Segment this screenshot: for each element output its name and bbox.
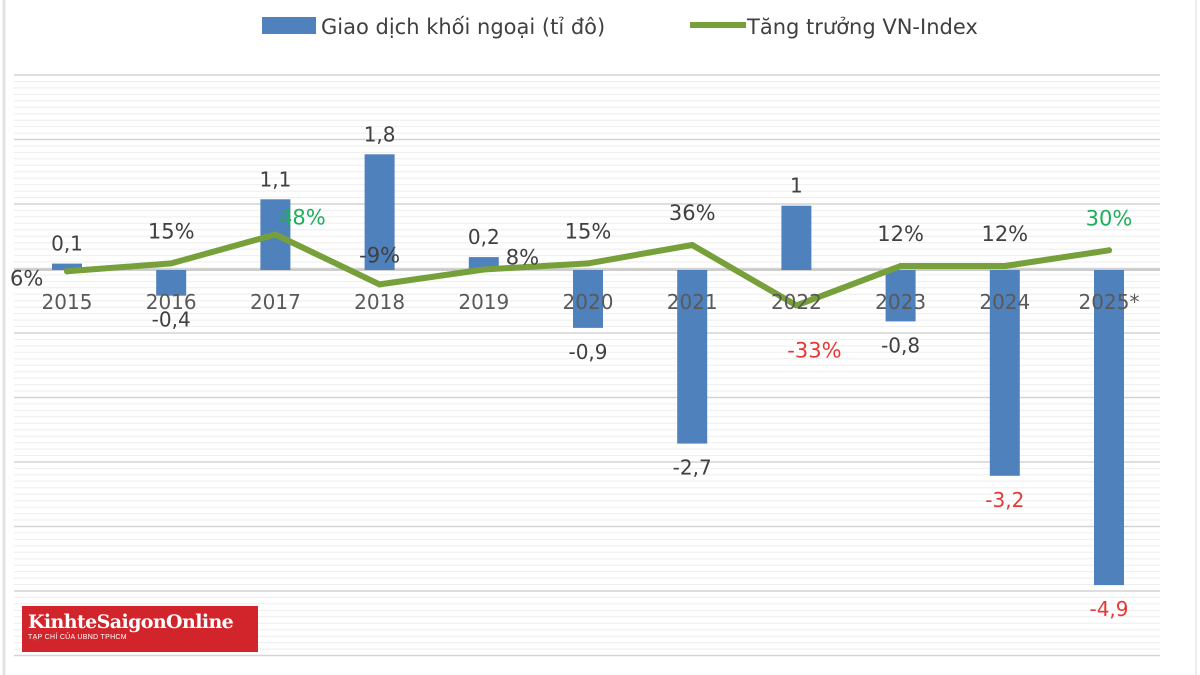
x-tick-label: 2015: [42, 290, 93, 314]
line-value-label: 36%: [669, 201, 716, 225]
x-tick-label: 2016: [146, 290, 197, 314]
line-value-label: 12%: [981, 222, 1028, 246]
line-value-label: 15%: [148, 219, 195, 243]
bar-value-label: -0,9: [568, 340, 607, 364]
line-value-label: 48%: [279, 206, 326, 230]
logo-subtext: TẠP CHÍ CỦA UBND TPHCM: [28, 634, 127, 641]
x-tick-label: 2024: [979, 290, 1030, 314]
x-tick-label: 2025*: [1079, 290, 1140, 314]
line-point-2019: [480, 266, 487, 273]
bar-value-label: -2,7: [673, 456, 712, 480]
line-point-2016: [168, 260, 175, 267]
line-value-label: 6%: [10, 266, 43, 290]
line-value-label: 15%: [565, 219, 612, 243]
bar-value-label: -0,4: [152, 308, 191, 332]
line-series: [64, 231, 1112, 309]
bar-2021: [677, 270, 708, 444]
bar-value-label: 1: [790, 174, 803, 198]
bar-value-label: -4,9: [1089, 597, 1128, 621]
line-value-label: 30%: [1086, 206, 1133, 230]
x-tick-label: 2020: [563, 290, 614, 314]
line-point-2018: [376, 281, 383, 288]
x-tick-label: 2017: [250, 290, 301, 314]
line-value-label: 12%: [877, 222, 924, 246]
bar-value-label: -0,8: [881, 333, 920, 357]
bar-2022: [781, 205, 812, 270]
x-tick-label: 2023: [875, 290, 926, 314]
legend-bar-label: Giao dịch khối ngoại (tỉ đô): [321, 15, 605, 39]
bar-value-label: 1,8: [364, 122, 396, 146]
bar-value-label: -3,2: [985, 488, 1024, 512]
bar-value-label: 1,1: [259, 167, 291, 191]
bar-series: [52, 154, 1124, 586]
x-tick-label: 2022: [771, 290, 822, 314]
line-point-2015: [64, 268, 70, 275]
logo-text: KinhteSaigonOnline: [28, 611, 234, 633]
line-point-2020: [585, 260, 591, 267]
bar-2016: [156, 270, 187, 296]
bar-value-label: 0,2: [468, 225, 500, 249]
line-point-2017: [272, 231, 279, 238]
x-tick-label: 2019: [458, 290, 509, 314]
x-tick-label: 2018: [354, 290, 405, 314]
bar-2024: [989, 270, 1020, 476]
line-point-2025*: [1106, 247, 1112, 254]
line-point-2021: [689, 242, 696, 248]
line-point-2024: [1001, 263, 1008, 269]
line-point-2022: [793, 302, 800, 309]
bar-value-label: 0,1: [51, 232, 83, 256]
bar-2020: [573, 270, 603, 328]
bar-2025*: [1094, 270, 1124, 586]
x-tick-label: 2021: [667, 290, 718, 314]
bar-2015: [52, 263, 82, 270]
line-value-label: -33%: [787, 338, 841, 362]
chart-labels: 2015 2016 2017 2018 2019 2020 2021 2022 2023 2024…: [10, 122, 1139, 621]
line-value-label: 8%: [506, 246, 539, 270]
line-value-label: -9%: [359, 243, 400, 267]
bar-2023: [885, 270, 916, 322]
line-point-2023: [897, 263, 904, 269]
legend: Giao dịch khối ngoại (tỉ đô) Tăng trưởng …: [262, 15, 978, 39]
brand-logo: KinhteSaigonOnline TẠP CHÍ CỦA UBND TPHC…: [22, 606, 258, 652]
legend-line-label: Tăng trưởng VN-Index: [746, 15, 978, 39]
legend-bar-swatch: [262, 17, 316, 34]
bar-2018: [364, 154, 395, 270]
